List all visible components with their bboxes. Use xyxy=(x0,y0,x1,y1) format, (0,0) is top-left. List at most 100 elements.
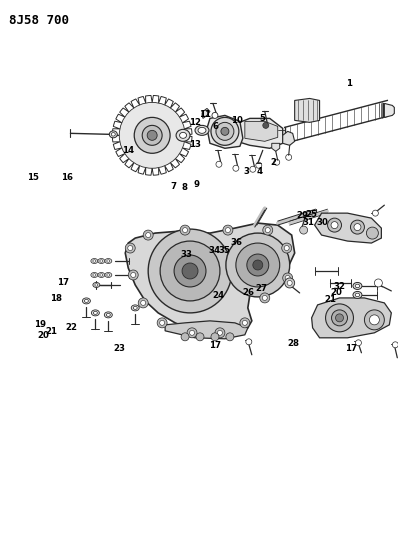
Circle shape xyxy=(332,310,348,326)
Text: 31: 31 xyxy=(303,219,315,228)
Ellipse shape xyxy=(105,272,112,278)
Text: 22: 22 xyxy=(65,323,77,332)
Ellipse shape xyxy=(93,282,100,287)
Circle shape xyxy=(364,310,384,330)
Circle shape xyxy=(125,243,135,253)
Circle shape xyxy=(157,318,167,328)
Circle shape xyxy=(265,228,270,232)
Circle shape xyxy=(247,254,269,276)
Circle shape xyxy=(211,117,239,146)
Ellipse shape xyxy=(107,260,110,262)
Circle shape xyxy=(250,166,256,172)
Text: 10: 10 xyxy=(231,116,243,125)
Ellipse shape xyxy=(355,284,359,288)
Polygon shape xyxy=(207,116,243,148)
Text: 12: 12 xyxy=(190,118,201,127)
Text: 36: 36 xyxy=(230,238,242,247)
Circle shape xyxy=(284,246,289,251)
Text: 24: 24 xyxy=(213,291,225,300)
Circle shape xyxy=(212,112,218,118)
Ellipse shape xyxy=(85,300,89,302)
Text: 30: 30 xyxy=(316,219,328,228)
Circle shape xyxy=(180,225,190,235)
Text: 19: 19 xyxy=(34,320,45,329)
Circle shape xyxy=(143,230,153,240)
Text: 13: 13 xyxy=(190,140,201,149)
Ellipse shape xyxy=(105,259,112,263)
Ellipse shape xyxy=(131,305,139,311)
Circle shape xyxy=(260,293,270,303)
Polygon shape xyxy=(245,122,278,141)
Text: 26: 26 xyxy=(242,287,254,296)
Polygon shape xyxy=(272,143,280,151)
Ellipse shape xyxy=(98,259,105,263)
Circle shape xyxy=(215,328,225,338)
Text: 18: 18 xyxy=(49,294,61,303)
Text: 7: 7 xyxy=(171,182,177,191)
Circle shape xyxy=(128,270,138,280)
Text: 1: 1 xyxy=(346,78,352,87)
Circle shape xyxy=(190,330,195,335)
Circle shape xyxy=(196,333,204,341)
Ellipse shape xyxy=(195,125,209,135)
Polygon shape xyxy=(314,213,381,243)
Polygon shape xyxy=(283,131,295,146)
Circle shape xyxy=(331,222,338,229)
Ellipse shape xyxy=(355,293,359,297)
Ellipse shape xyxy=(109,131,117,138)
Circle shape xyxy=(142,125,162,146)
Circle shape xyxy=(225,228,230,232)
Text: 5: 5 xyxy=(259,114,265,123)
Circle shape xyxy=(300,226,308,234)
Ellipse shape xyxy=(353,292,362,298)
Polygon shape xyxy=(312,298,391,338)
Text: 21: 21 xyxy=(45,327,57,336)
Circle shape xyxy=(216,123,234,140)
Circle shape xyxy=(134,117,170,154)
Circle shape xyxy=(226,233,290,297)
Circle shape xyxy=(253,260,263,270)
Circle shape xyxy=(211,333,219,341)
Circle shape xyxy=(236,243,280,287)
Circle shape xyxy=(160,320,165,325)
Ellipse shape xyxy=(100,260,103,262)
Ellipse shape xyxy=(83,298,91,304)
Ellipse shape xyxy=(95,284,98,286)
Circle shape xyxy=(263,123,269,128)
Circle shape xyxy=(148,229,232,313)
Text: 6: 6 xyxy=(212,122,218,131)
Circle shape xyxy=(354,224,361,231)
Polygon shape xyxy=(384,103,394,117)
Ellipse shape xyxy=(353,282,362,289)
Circle shape xyxy=(223,225,233,235)
Ellipse shape xyxy=(93,260,96,262)
Text: 33: 33 xyxy=(181,251,193,260)
Text: 28: 28 xyxy=(287,339,299,348)
Ellipse shape xyxy=(111,133,115,136)
Text: 9: 9 xyxy=(194,180,200,189)
Circle shape xyxy=(285,276,290,280)
Ellipse shape xyxy=(180,132,187,139)
Circle shape xyxy=(282,243,292,253)
Ellipse shape xyxy=(91,310,99,316)
Circle shape xyxy=(372,210,378,216)
Text: 17: 17 xyxy=(209,341,221,350)
Text: 21: 21 xyxy=(324,295,336,304)
Text: 4: 4 xyxy=(256,167,262,176)
Circle shape xyxy=(182,263,198,279)
Text: 16: 16 xyxy=(61,173,73,182)
Circle shape xyxy=(131,272,136,278)
Text: 34: 34 xyxy=(209,246,221,255)
Circle shape xyxy=(392,342,398,348)
Text: 17: 17 xyxy=(57,278,69,287)
Text: 11: 11 xyxy=(200,110,211,119)
Polygon shape xyxy=(125,223,295,335)
Circle shape xyxy=(226,333,234,341)
Circle shape xyxy=(146,232,151,238)
Circle shape xyxy=(233,165,239,171)
Circle shape xyxy=(356,340,361,346)
Circle shape xyxy=(366,227,378,239)
Ellipse shape xyxy=(93,274,96,276)
Ellipse shape xyxy=(98,272,105,278)
Polygon shape xyxy=(295,99,320,123)
